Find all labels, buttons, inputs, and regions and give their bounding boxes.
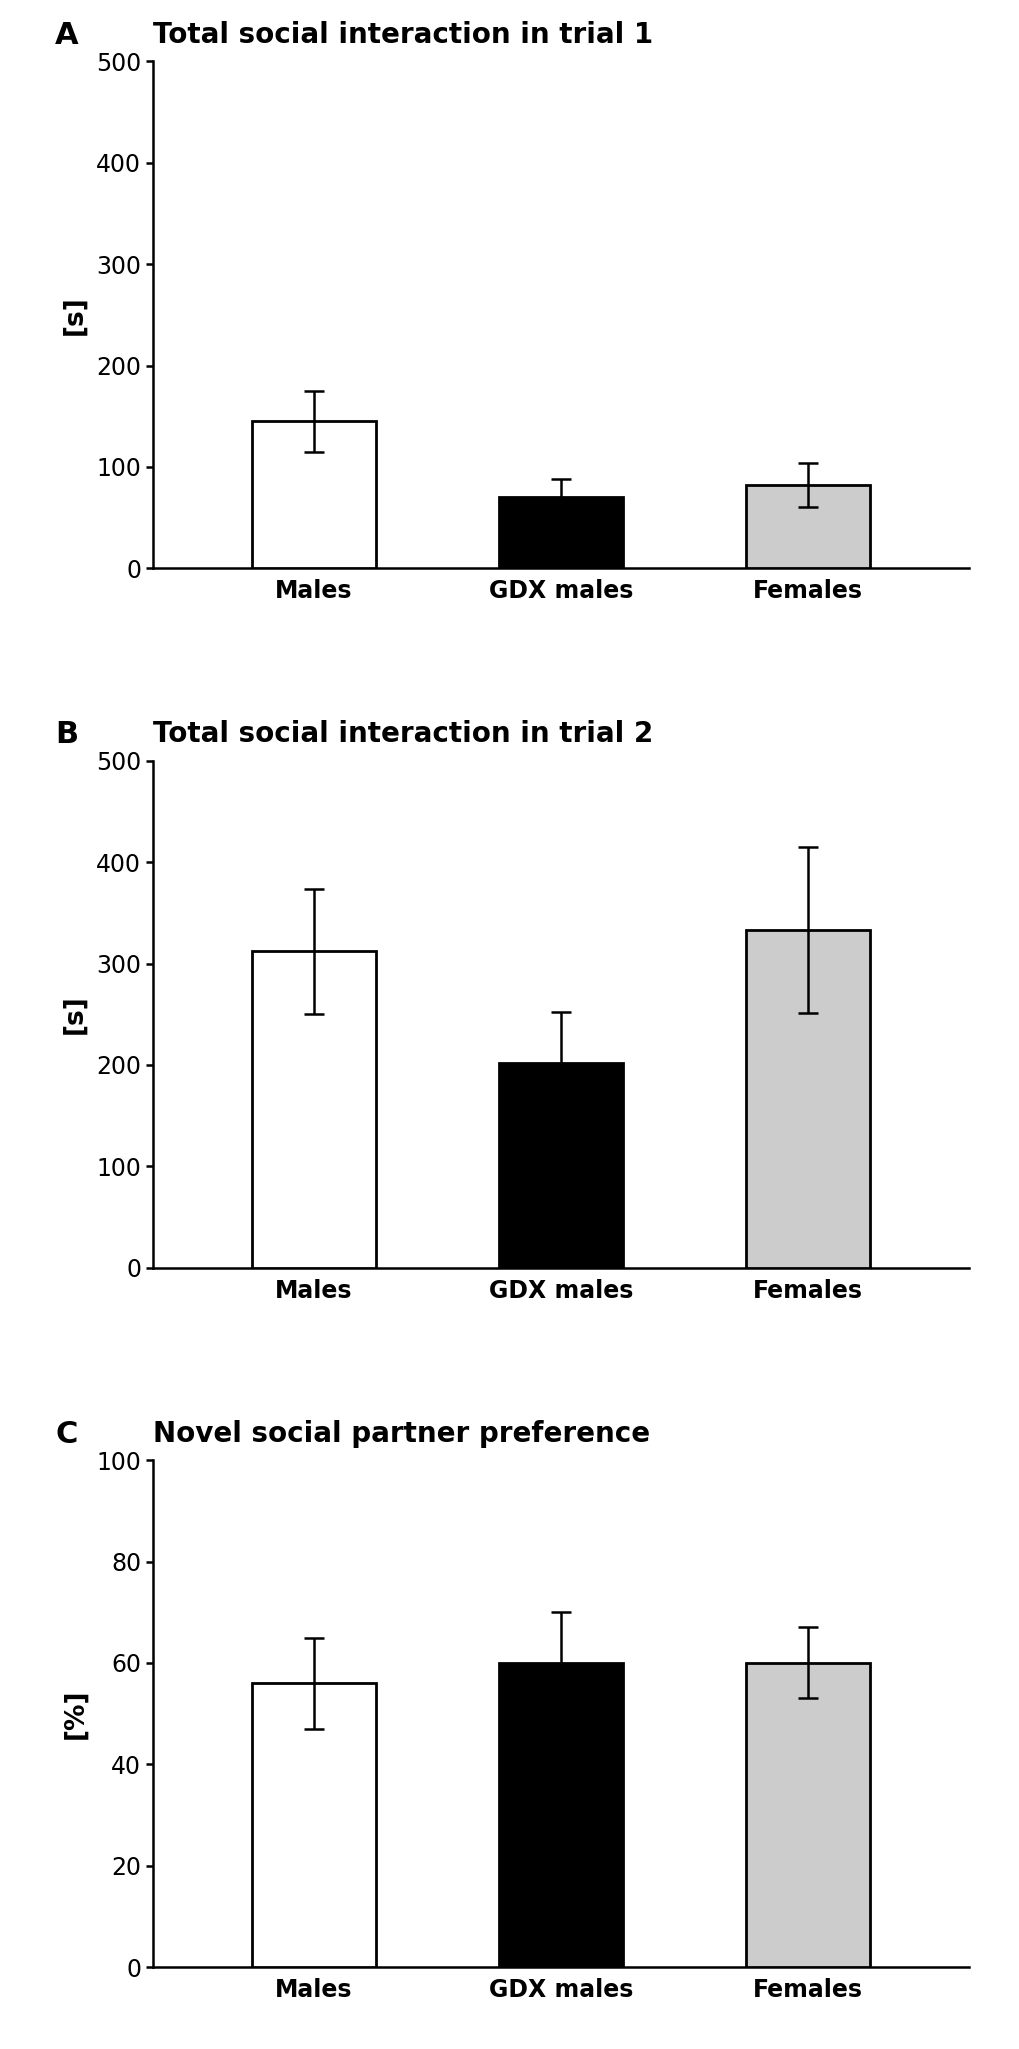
Y-axis label: [%]: [%] [62,1688,88,1740]
Text: Total social interaction in trial 1: Total social interaction in trial 1 [153,20,652,49]
Bar [746,1664,869,1967]
Bar [252,422,375,568]
Text: C: C [55,1420,77,1449]
Bar [252,951,375,1268]
Bar [746,486,869,568]
Y-axis label: [s]: [s] [61,295,88,334]
Text: Total social interaction in trial 2: Total social interaction in trial 2 [153,721,652,748]
Text: Novel social partner preference: Novel social partner preference [153,1420,649,1449]
Bar [498,498,623,568]
Text: B: B [55,721,78,750]
Bar [498,1664,623,1967]
Bar [252,1682,375,1967]
Bar [498,1063,623,1268]
Bar [746,930,869,1268]
Y-axis label: [s]: [s] [61,994,88,1035]
Text: A: A [55,20,78,49]
